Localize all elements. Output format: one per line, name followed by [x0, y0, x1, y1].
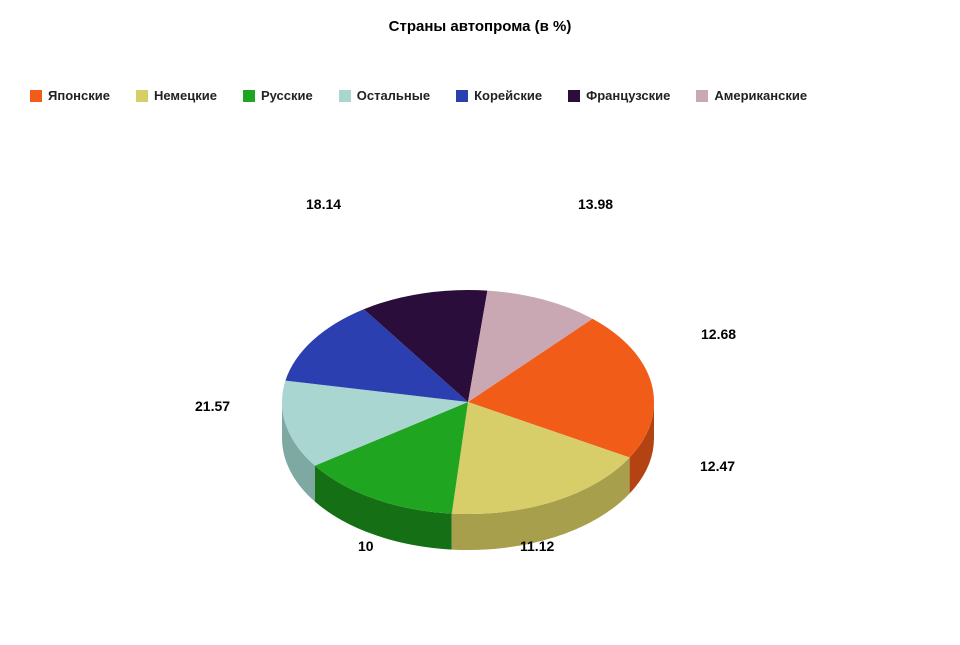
pie-slice-label: 12.68: [701, 326, 736, 342]
legend-swatch: [568, 90, 580, 102]
pie-chart: 21.57 18.14 13.98 12.68 12.47 11.12 10: [0, 140, 960, 640]
legend-item: Американские: [696, 88, 807, 103]
legend-label: Остальные: [357, 88, 430, 103]
legend: Японские Немецкие Русские Остальные Корейски…: [30, 88, 930, 103]
legend-item: Остальные: [339, 88, 430, 103]
pie-slice-label: 11.12: [520, 538, 554, 554]
legend-label: Корейские: [474, 88, 542, 103]
legend-swatch: [339, 90, 351, 102]
legend-swatch: [136, 90, 148, 102]
legend-label: Французские: [586, 88, 670, 103]
legend-item: Японские: [30, 88, 110, 103]
legend-swatch: [30, 90, 42, 102]
pie-slice-label: 21.57: [195, 398, 230, 414]
legend-item: Русские: [243, 88, 313, 103]
legend-label: Немецкие: [154, 88, 217, 103]
legend-swatch: [456, 90, 468, 102]
legend-swatch: [243, 90, 255, 102]
legend-item: Французские: [568, 88, 670, 103]
legend-item: Немецкие: [136, 88, 217, 103]
pie-slice-label: 12.47: [700, 458, 735, 474]
legend-swatch: [696, 90, 708, 102]
pie-slice-label: 13.98: [578, 196, 613, 212]
pie-slice-label: 10: [358, 538, 374, 554]
legend-item: Корейские: [456, 88, 542, 103]
legend-label: Японские: [48, 88, 110, 103]
chart-title: Страны автопрома (в %): [0, 18, 960, 35]
legend-label: Американские: [714, 88, 807, 103]
pie-slice-label: 18.14: [306, 196, 341, 212]
legend-label: Русские: [261, 88, 313, 103]
